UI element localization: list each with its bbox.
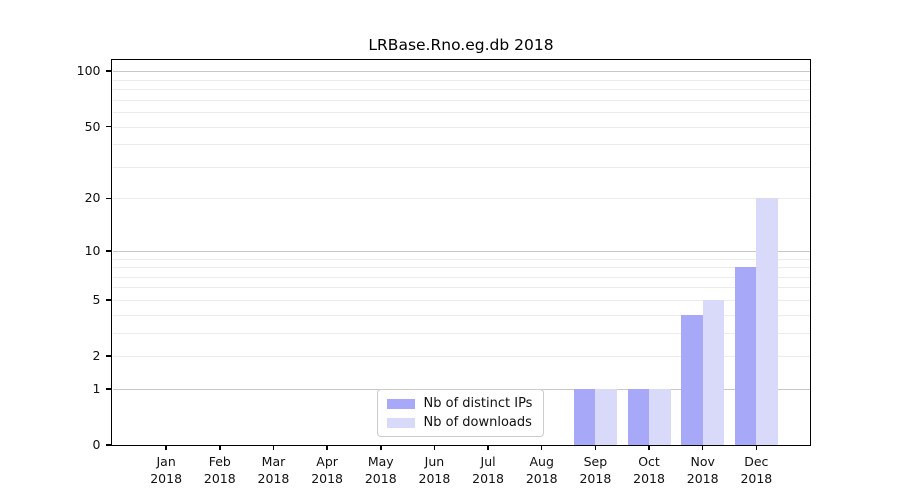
minor-gridline [112,332,810,334]
legend-swatch [386,417,415,428]
y-tick-label: 1 [92,380,101,396]
minor-gridline [112,126,810,128]
x-tick-mark [219,445,221,450]
y-tick-mark [105,299,112,301]
legend-swatch [386,398,415,409]
legend-label: Nb of downloads [423,415,532,430]
x-tick-label: Aug 2018 [525,454,558,486]
x-tick-mark [540,445,543,450]
y-tick-label: 0 [92,437,101,452]
legend: Nb of distinct IPs Nb of downloads [376,389,545,437]
bar-distinct-ips [627,388,650,445]
y-tick-label: 50 [84,118,101,134]
legend-item: Nb of distinct IPs [386,396,533,411]
minor-gridline [112,112,810,114]
bar-distinct-ips [681,314,703,445]
bar-downloads [702,299,725,445]
major-gridline [112,250,810,252]
x-tick-label: Jul 2018 [472,454,504,486]
minor-gridline [112,356,810,358]
bar-downloads [595,388,617,445]
minor-gridline [112,166,810,168]
chart-title: LRBase.Rno.eg.db 2018 [368,36,554,54]
y-tick-mark [105,70,112,72]
y-tick-label: 20 [84,190,101,206]
x-tick-label: May 2018 [364,454,397,486]
bar-distinct-ips [573,388,596,445]
legend-label: Nb of distinct IPs [423,396,533,411]
x-tick-mark [755,445,758,450]
y-tick-mark [105,125,112,128]
y-tick-mark [105,197,112,200]
y-tick-mark [105,355,112,357]
y-tick-mark [105,444,112,446]
x-tick-label: Dec 2018 [740,454,773,486]
y-tick-mark [105,388,112,390]
major-gridline [112,71,810,73]
minor-gridline [112,299,810,301]
x-tick-label: Sep 2018 [579,454,612,486]
minor-gridline [112,144,810,146]
minor-gridline [112,79,810,81]
y-tick-label: 100 [76,63,101,79]
x-tick-label: Nov 2018 [686,454,719,486]
minor-gridline [112,258,810,260]
x-tick-mark [380,445,382,450]
minor-gridline [112,198,810,200]
bar-downloads [649,388,671,445]
x-tick-label: Apr 2018 [311,454,344,486]
x-tick-label: Jun 2018 [418,454,451,486]
x-tick-label: Mar 2018 [257,454,290,486]
minor-gridline [112,314,810,316]
minor-gridline [112,89,810,91]
minor-gridline [112,276,810,278]
minor-gridline [112,99,810,101]
x-tick-mark [326,445,328,450]
x-tick-mark [594,445,597,450]
y-tick-label: 5 [92,291,101,307]
x-tick-label: Feb 2018 [203,454,236,486]
y-tick-label: 10 [84,242,101,258]
x-tick-label: Oct 2018 [633,454,665,486]
y-tick-mark [105,250,112,252]
x-tick-mark [165,445,167,450]
plot-area: Nb of distinct IPs Nb of downloads [112,60,810,445]
x-tick-mark [272,445,275,450]
x-tick-mark [701,445,704,450]
bar-distinct-ips [734,267,757,445]
x-tick-mark [648,445,650,450]
minor-gridline [112,267,810,269]
x-tick-mark [433,445,436,450]
minor-gridline [112,287,810,289]
bar-downloads [756,198,778,445]
x-tick-label: Jan 2018 [150,454,183,486]
x-tick-mark [487,445,489,450]
legend-item: Nb of downloads [386,415,533,430]
y-tick-label: 2 [92,348,101,364]
